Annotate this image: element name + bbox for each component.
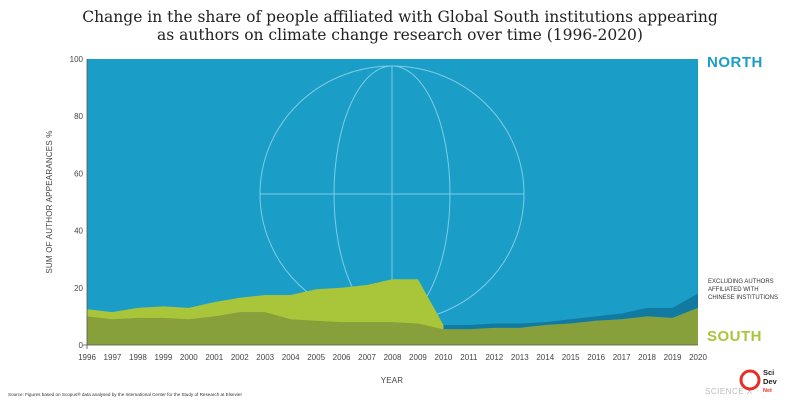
annotation-line-1: EXCLUDING AUTHORS xyxy=(708,279,774,285)
annotation-line-2: AFFILIATED WITH xyxy=(708,287,759,293)
south-region-label: SOUTH xyxy=(707,328,762,345)
x-tick-label: 2006 xyxy=(333,353,351,362)
logo-ring-icon xyxy=(739,369,761,391)
x-tick-label: 2005 xyxy=(307,353,325,362)
logo-line-3: Net xyxy=(763,388,772,394)
y-tick-label: 20 xyxy=(74,284,83,293)
x-tick-label: 2015 xyxy=(562,353,580,362)
source-note: Source: Figures based on Scopus® data an… xyxy=(8,391,242,397)
x-tick-label: 2001 xyxy=(205,353,223,362)
y-tick-label: 100 xyxy=(70,55,84,64)
y-tick-label: 80 xyxy=(74,112,83,121)
chart-title-line-2: as authors on climate change research ov… xyxy=(157,26,643,44)
x-tick-label: 2000 xyxy=(180,353,198,362)
x-axis-label: YEAR xyxy=(381,376,404,385)
x-tick-label: 2010 xyxy=(435,353,453,362)
watermark: SCIENCE X xyxy=(705,387,753,396)
x-tick-label: 2019 xyxy=(664,353,682,362)
y-axis-label: SUM OF AUTHOR APPEARANCES % xyxy=(45,130,54,273)
y-tick-label: 60 xyxy=(74,169,83,178)
x-tick-label: 2017 xyxy=(613,353,631,362)
scidev-logo: Sci Dev Net xyxy=(739,368,778,394)
x-tick-label: 2014 xyxy=(536,353,554,362)
plot-area xyxy=(83,59,698,349)
x-tick-label: 1998 xyxy=(129,353,147,362)
y-axis-ticks: 0 20 40 60 80 100 xyxy=(70,55,84,350)
logo-line-1: Sci xyxy=(763,368,774,377)
x-tick-label: 2011 xyxy=(460,353,478,362)
x-tick-label: 1996 xyxy=(78,353,96,362)
x-tick-label: 2018 xyxy=(638,353,656,362)
south-core-area xyxy=(87,307,698,345)
x-tick-label: 2004 xyxy=(282,353,300,362)
x-tick-label: 2012 xyxy=(485,353,503,362)
annotation-line-3: CHINESE INSTITUTIONS xyxy=(708,295,778,301)
x-tick-label: 2008 xyxy=(384,353,402,362)
x-tick-label: 2013 xyxy=(511,353,529,362)
x-tick-label: 2002 xyxy=(231,353,249,362)
x-tick-label: 2020 xyxy=(689,353,707,362)
logo-line-2: Dev xyxy=(763,377,778,386)
y-tick-label: 40 xyxy=(74,227,83,236)
south-excluding-china-area xyxy=(443,293,698,330)
x-tick-label: 1997 xyxy=(104,353,122,362)
x-tick-label: 2007 xyxy=(358,353,376,362)
north-region-label: NORTH xyxy=(707,54,763,71)
x-tick-label: 2003 xyxy=(256,353,274,362)
y-tick-label: 0 xyxy=(79,341,84,350)
x-tick-label: 2009 xyxy=(409,353,427,362)
chart-title-line-1: Change in the share of people affiliated… xyxy=(82,8,718,26)
x-tick-label: 2016 xyxy=(587,353,605,362)
x-axis-ticks: 1996 1997 1998 1999 2000 2001 2002 2003 2004 2005… xyxy=(78,353,707,362)
x-tick-label: 1999 xyxy=(154,353,172,362)
